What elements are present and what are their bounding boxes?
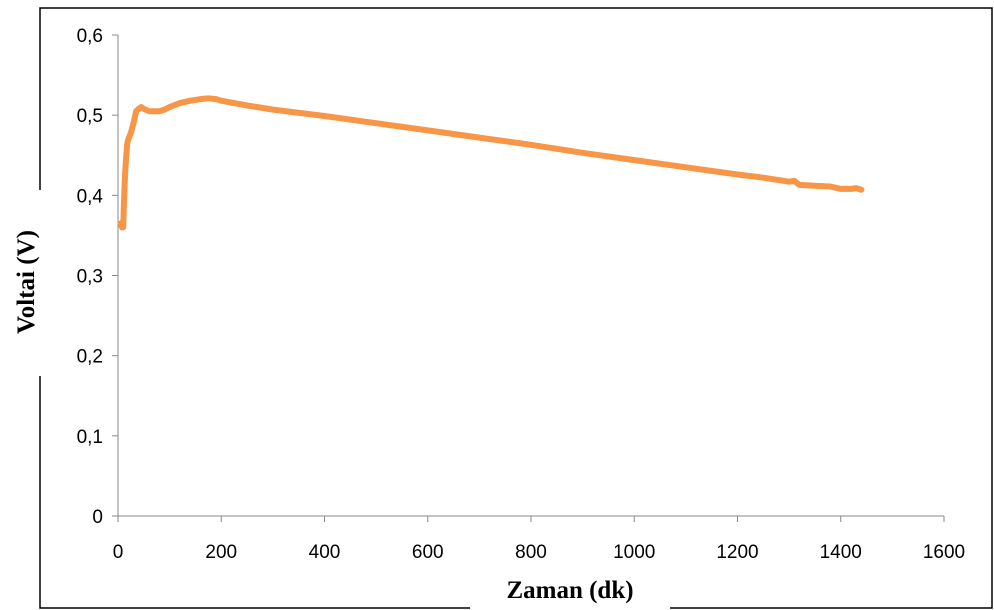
y-tick-label: 0,1 <box>77 427 103 448</box>
x-tick-label: 1200 <box>716 542 758 563</box>
y-tick-label: 0,5 <box>77 106 103 127</box>
x-tick-label: 800 <box>515 542 547 563</box>
x-axis-title-mask <box>470 580 670 610</box>
x-tick-label: 1600 <box>923 542 965 563</box>
x-axis-title: Zaman (dk) <box>506 577 633 604</box>
y-tick-label: 0,3 <box>77 267 103 288</box>
y-axis-title: Voltai (V) <box>13 230 40 334</box>
y-tick-label: 0 <box>92 507 103 528</box>
x-tick-label: 400 <box>309 542 341 563</box>
series-line <box>117 95 865 231</box>
x-ticks: 0 200 400 600 800 1000 1200 1400 1600 <box>113 516 965 563</box>
y-tick-label: 0,6 <box>77 26 103 47</box>
y-tick-label: 0,4 <box>77 186 104 207</box>
x-tick-label: 0 <box>113 542 124 563</box>
y-ticks: 0 0,1 0,2 0,3 0,4 0,5 0,6 <box>77 26 118 528</box>
chart-outer-frame <box>39 7 993 609</box>
series-layer <box>117 95 865 231</box>
x-tick-label: 600 <box>412 542 444 563</box>
y-tick-label: 0,2 <box>77 347 103 368</box>
x-tick-label: 1000 <box>613 542 655 563</box>
x-tick-label: 200 <box>205 542 237 563</box>
x-tick-label: 1400 <box>820 542 862 563</box>
y-axis-title-mask <box>8 190 70 376</box>
